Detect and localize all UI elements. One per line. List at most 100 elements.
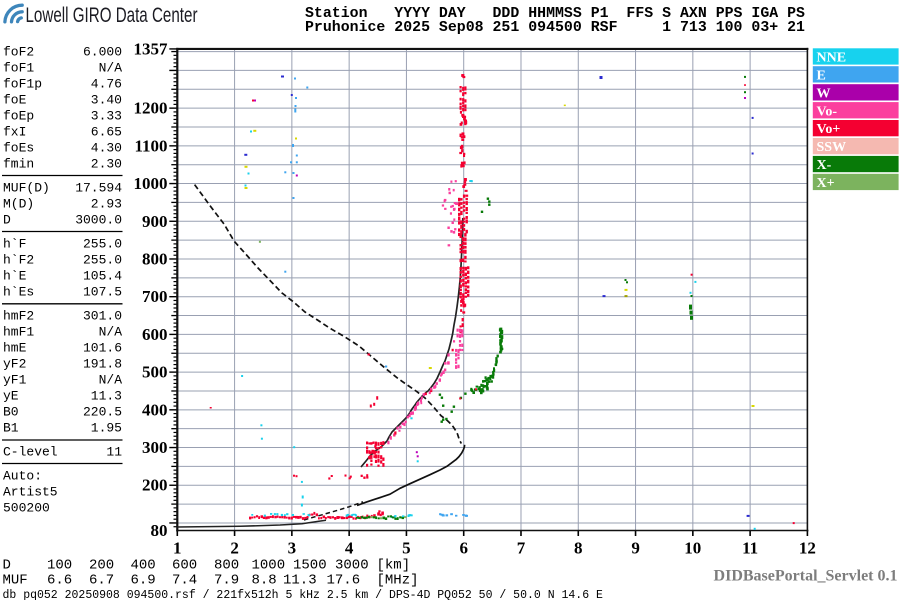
svg-text:6.65: 6.65 [91, 125, 122, 140]
svg-text:7: 7 [517, 539, 526, 558]
svg-text:yF1: yF1 [3, 373, 27, 388]
svg-text:hmF2: hmF2 [3, 309, 34, 324]
svg-text:NNE: NNE [817, 51, 847, 66]
svg-text:h`F: h`F [3, 237, 26, 252]
svg-text:107.5: 107.5 [83, 285, 122, 300]
svg-text:2.93: 2.93 [91, 197, 122, 212]
svg-text:hmE: hmE [3, 341, 27, 356]
svg-text:255.0: 255.0 [83, 237, 122, 252]
svg-text:5: 5 [402, 539, 411, 558]
svg-text:N/A: N/A [99, 325, 123, 340]
svg-text:SSW: SSW [817, 140, 847, 155]
svg-text:8: 8 [574, 539, 583, 558]
svg-text:2.30: 2.30 [91, 157, 122, 172]
svg-text:DIDBasePortal_Servlet 0.1: DIDBasePortal_Servlet 0.1 [714, 568, 898, 585]
svg-text:yF2: yF2 [3, 357, 26, 372]
svg-text:db pq052 20250908 094500.rsf /: db pq052 20250908 094500.rsf / 221fx512h… [3, 589, 603, 600]
svg-text:6.7: 6.7 [89, 573, 114, 589]
svg-text:1200: 1200 [134, 99, 168, 118]
svg-text:foEs: foEs [3, 141, 34, 156]
svg-text:[km]: [km] [377, 558, 411, 574]
svg-text:400: 400 [142, 400, 168, 419]
svg-text:191.8: 191.8 [83, 357, 122, 372]
svg-text:MUF(D): MUF(D) [3, 181, 50, 196]
svg-text:4.76: 4.76 [91, 77, 122, 92]
svg-text:600: 600 [142, 325, 168, 344]
svg-text:17.6: 17.6 [327, 573, 361, 589]
svg-text:3: 3 [288, 539, 297, 558]
svg-text:1.95: 1.95 [91, 421, 122, 436]
svg-text:80: 80 [151, 521, 168, 540]
svg-text:400: 400 [131, 558, 156, 574]
svg-text:foF1: foF1 [3, 61, 34, 76]
svg-text:200: 200 [89, 558, 114, 574]
svg-text:X+: X+ [817, 176, 835, 191]
svg-text:hmF1: hmF1 [3, 325, 34, 340]
svg-text:1000: 1000 [134, 174, 168, 193]
svg-text:9: 9 [631, 539, 640, 558]
svg-text:11: 11 [742, 539, 758, 558]
svg-text:N/A: N/A [99, 61, 123, 76]
svg-text:D: D [3, 558, 11, 574]
svg-text:800: 800 [214, 558, 239, 574]
svg-text:7.4: 7.4 [172, 573, 197, 589]
svg-text:17.594: 17.594 [75, 181, 122, 196]
svg-text:Vo-: Vo- [817, 104, 838, 119]
svg-text:h`E: h`E [3, 269, 27, 284]
svg-text:1000: 1000 [252, 558, 286, 574]
svg-text:301.0: 301.0 [83, 309, 122, 324]
svg-text:h`F2: h`F2 [3, 253, 34, 268]
svg-text:C-level: C-level [3, 445, 58, 460]
svg-text:fmin: fmin [3, 157, 34, 172]
svg-text:300: 300 [142, 438, 168, 457]
svg-text:yE: yE [3, 389, 19, 404]
svg-text:1500: 1500 [293, 558, 327, 574]
svg-text:foE: foE [3, 93, 27, 108]
svg-text:[MHz]: [MHz] [377, 573, 419, 589]
svg-text:Artist5: Artist5 [3, 485, 58, 500]
svg-text:4.30: 4.30 [91, 141, 122, 156]
svg-text:Station YYYY DAY DDD HHMMS: Station YYYY DAY DDD HHMMSS P1 FFS S AXN… [305, 5, 805, 22]
svg-text:6.9: 6.9 [131, 573, 156, 589]
svg-text:220.5: 220.5 [83, 405, 122, 420]
svg-text:3.33: 3.33 [91, 109, 122, 124]
svg-text:foF1p: foF1p [3, 77, 42, 92]
svg-text:11: 11 [106, 445, 122, 460]
svg-text:Auto:: Auto: [3, 469, 42, 484]
svg-text:W: W [817, 86, 831, 101]
svg-text:3000: 3000 [335, 558, 369, 574]
svg-text:N/A: N/A [99, 373, 123, 388]
svg-text:3000.0: 3000.0 [75, 213, 122, 228]
svg-text:MUF: MUF [3, 573, 28, 589]
svg-text:foEp: foEp [3, 109, 34, 124]
svg-text:foF2: foF2 [3, 45, 34, 60]
svg-text:500200: 500200 [3, 501, 50, 516]
svg-text:4: 4 [345, 539, 354, 558]
svg-text:6.6: 6.6 [47, 573, 72, 589]
svg-text:1: 1 [173, 539, 182, 558]
svg-text:X-: X- [817, 158, 832, 173]
svg-text:600: 600 [172, 558, 197, 574]
svg-text:fxI: fxI [3, 125, 26, 140]
svg-text:B1: B1 [3, 421, 19, 436]
svg-text:700: 700 [142, 287, 168, 306]
svg-text:101.6: 101.6 [83, 341, 122, 356]
svg-text:255.0: 255.0 [83, 253, 122, 268]
svg-text:1100: 1100 [134, 136, 167, 155]
svg-text:12: 12 [799, 539, 816, 558]
svg-text:M(D): M(D) [3, 197, 34, 212]
svg-text:E: E [817, 68, 826, 83]
svg-text:1357: 1357 [134, 39, 169, 58]
svg-text:Lowell GIRO Data Center: Lowell GIRO Data Center [26, 4, 198, 27]
svg-text:Vo+: Vo+ [817, 122, 841, 137]
svg-text:Pruhonice 2025 Sep08 251 09450: Pruhonice 2025 Sep08 251 094500 RSF 1 71… [305, 19, 805, 36]
svg-text:6: 6 [459, 539, 468, 558]
svg-text:3.40: 3.40 [91, 93, 122, 108]
svg-text:100: 100 [47, 558, 72, 574]
svg-text:7.9: 7.9 [214, 573, 239, 589]
svg-text:105.4: 105.4 [83, 269, 122, 284]
svg-text:900: 900 [142, 212, 168, 231]
svg-text:11.3: 11.3 [283, 573, 317, 589]
svg-text:B0: B0 [3, 405, 19, 420]
svg-text:11.3: 11.3 [91, 389, 122, 404]
